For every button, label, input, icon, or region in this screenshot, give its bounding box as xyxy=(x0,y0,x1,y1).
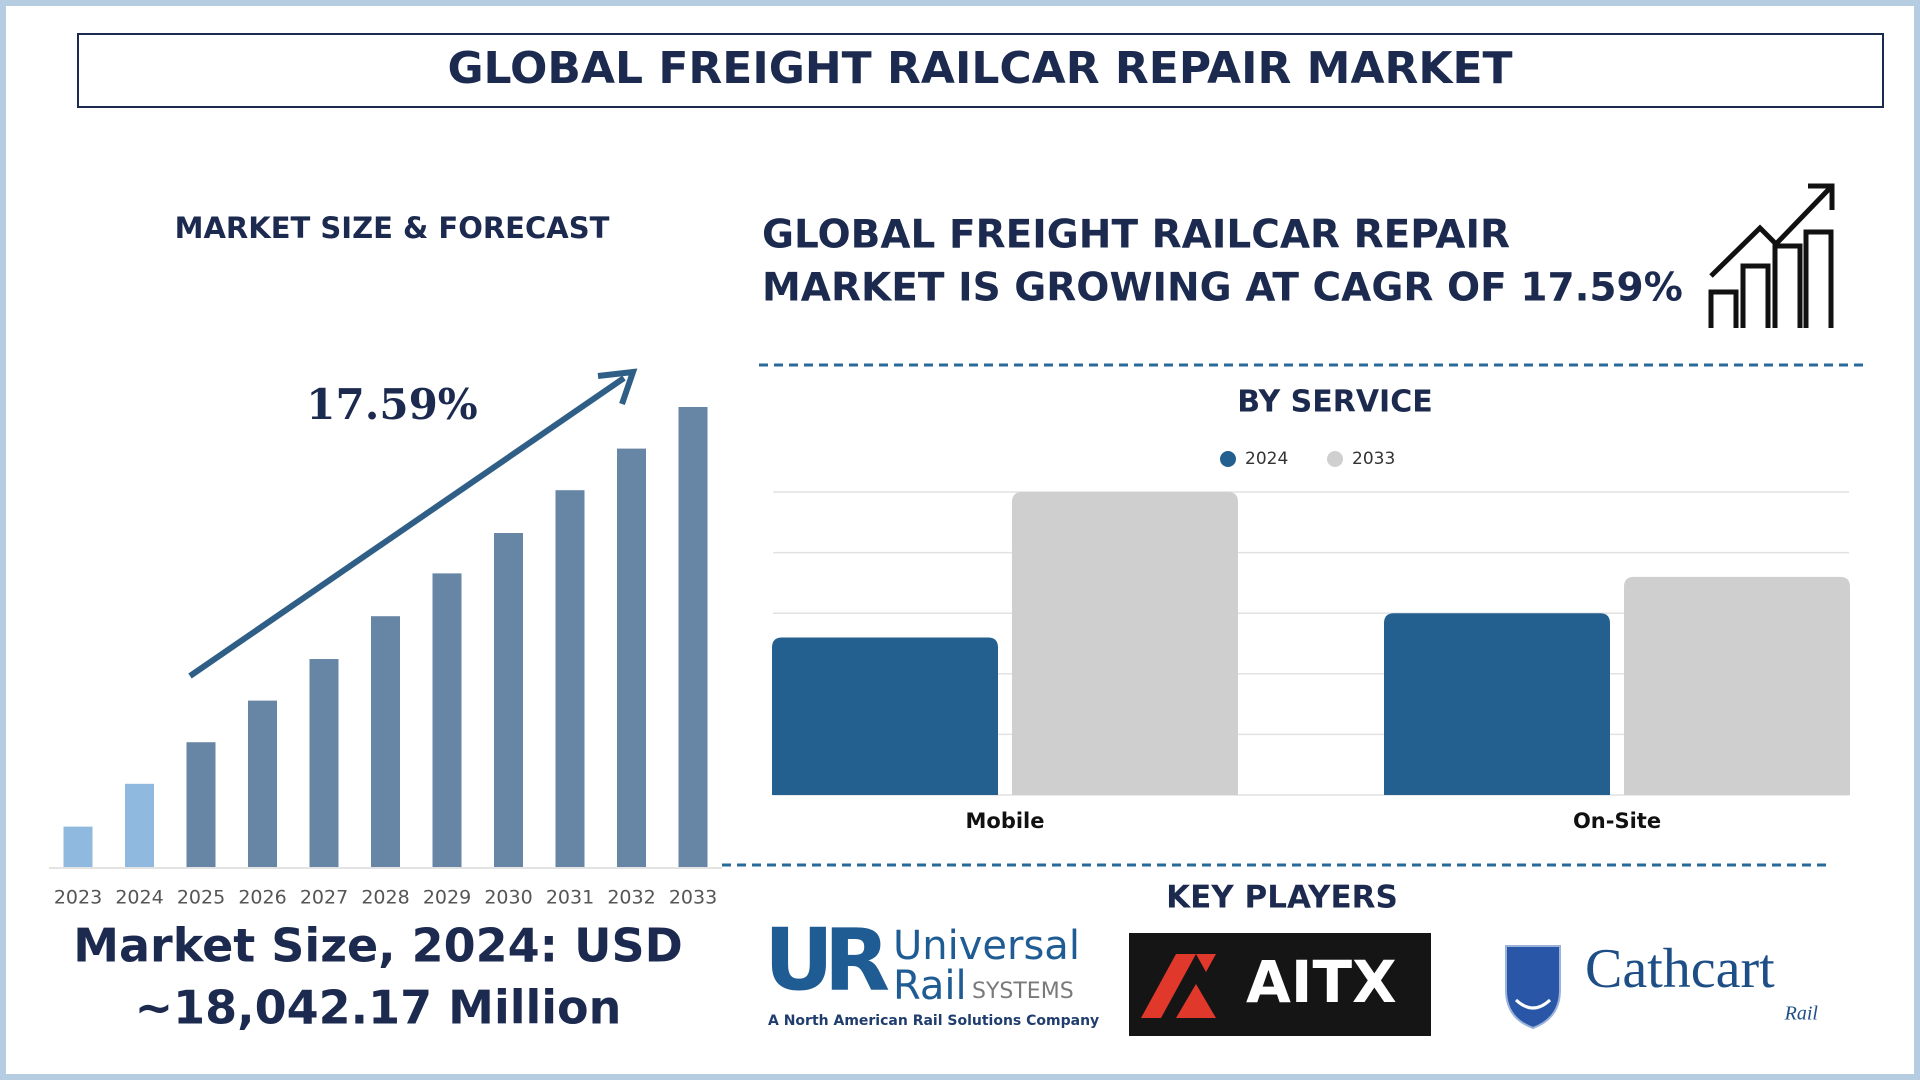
x-tick-label: 2028 xyxy=(361,887,409,909)
legend-swatch xyxy=(1220,451,1236,467)
bar xyxy=(678,407,708,867)
headline: MARKET IS GROWING AT CAGR OF 17.59% xyxy=(762,266,1683,311)
logo-text: Cathcart xyxy=(1585,938,1775,1000)
chart-title: MARKET SIZE & FORECAST xyxy=(175,211,610,245)
x-tick-label: 2025 xyxy=(177,887,225,909)
logo-universal-rail: UR Universal Rail SYSTEMS A North Americ… xyxy=(764,910,1099,1029)
bar xyxy=(1012,492,1238,795)
logo-text: Rail xyxy=(893,963,967,1009)
legend-label: 2024 xyxy=(1245,449,1288,469)
bar xyxy=(432,573,462,867)
arrow-head xyxy=(597,368,638,405)
x-tick-label: 2029 xyxy=(423,887,471,909)
logo-symbol xyxy=(1141,954,1216,1018)
x-tick-label: 2024 xyxy=(115,887,163,909)
x-tick-label: 2033 xyxy=(669,887,717,909)
x-tick-label: Mobile xyxy=(966,809,1045,833)
logo-cathcart: Cathcart Rail xyxy=(1505,938,1819,1030)
x-tick-label: 2026 xyxy=(238,887,286,909)
logo-text: SYSTEMS xyxy=(972,979,1074,1004)
annotation: 17.59% xyxy=(306,380,477,429)
x-tick-label: 2031 xyxy=(546,887,594,909)
page-title: GLOBAL FREIGHT RAILCAR REPAIR MARKET xyxy=(447,43,1512,94)
bar xyxy=(63,826,93,867)
bar xyxy=(494,533,523,867)
x-tick-label: On-Site xyxy=(1573,809,1661,833)
growth-icon xyxy=(1708,183,1835,328)
x-tick-label: 2023 xyxy=(54,887,102,909)
title-box xyxy=(77,33,1884,108)
bar xyxy=(555,490,585,867)
logo-tagline: A North American Rail Solutions Company xyxy=(768,1013,1099,1029)
bar xyxy=(186,742,216,867)
x-tick-label: 2030 xyxy=(484,887,532,909)
headline: GLOBAL FREIGHT RAILCAR REPAIR xyxy=(762,213,1510,258)
chart-title: BY SERVICE xyxy=(1237,385,1432,420)
x-tick-label: 2032 xyxy=(607,887,655,909)
bar xyxy=(309,659,339,867)
logo-mark: UR xyxy=(764,910,889,1010)
logo-shield-detail xyxy=(1514,998,1552,1010)
bar xyxy=(1384,613,1610,795)
logo-text: AITX xyxy=(1246,948,1397,1016)
logo-text: Rail xyxy=(1784,1003,1819,1025)
legend-swatch xyxy=(1327,451,1343,467)
bar xyxy=(248,700,277,867)
section-title: KEY PLAYERS xyxy=(1166,880,1398,916)
bar xyxy=(371,616,400,867)
logo-shield xyxy=(1505,945,1561,1030)
logo-aitx: AITX xyxy=(1129,933,1431,1036)
bar xyxy=(1624,576,1850,795)
x-tick-label: 2027 xyxy=(300,887,348,909)
market-size: Market Size, 2024: USD xyxy=(73,919,683,973)
logo-box xyxy=(1129,933,1431,1036)
bar xyxy=(617,448,646,867)
bar xyxy=(125,783,154,867)
market-size: ~18,042.17 Million xyxy=(135,981,622,1035)
logo-text: Universal xyxy=(893,923,1080,969)
growth-arrow xyxy=(188,375,626,679)
bar xyxy=(772,637,998,795)
legend-label: 2033 xyxy=(1352,449,1395,469)
